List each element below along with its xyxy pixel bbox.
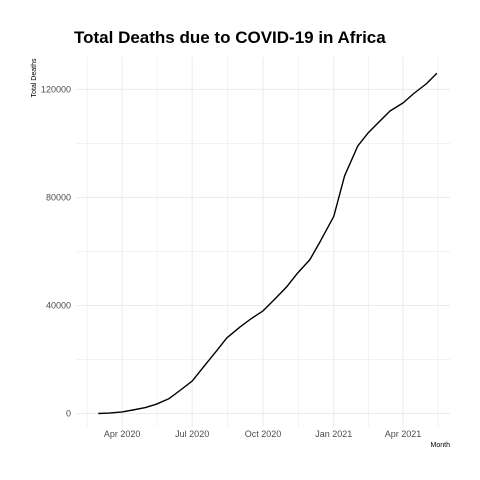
grid [76, 57, 450, 427]
y-axis-label: Total Deaths [31, 58, 38, 97]
x-tick-label: Jul 2020 [175, 429, 209, 439]
x-tick-label: Apr 2020 [104, 429, 141, 439]
y-tick-label: 80000 [46, 192, 71, 202]
x-tick-label: Oct 2020 [245, 429, 282, 439]
y-tick-labels: 0 40000 80000 120000 [41, 84, 71, 418]
chart-title: Total Deaths due to COVID-19 in Africa [74, 28, 386, 47]
x-tick-label: Apr 2021 [385, 429, 422, 439]
y-tick-label: 120000 [41, 84, 71, 94]
y-tick-label: 40000 [46, 300, 71, 310]
x-tick-labels: Apr 2020 Jul 2020 Oct 2020 Jan 2021 Apr 2021 [104, 429, 421, 439]
x-axis-label: Month [431, 442, 451, 449]
series-line [98, 72, 438, 415]
y-tick-label: 0 [66, 408, 71, 418]
x-tick-label: Jan 2021 [315, 429, 352, 439]
